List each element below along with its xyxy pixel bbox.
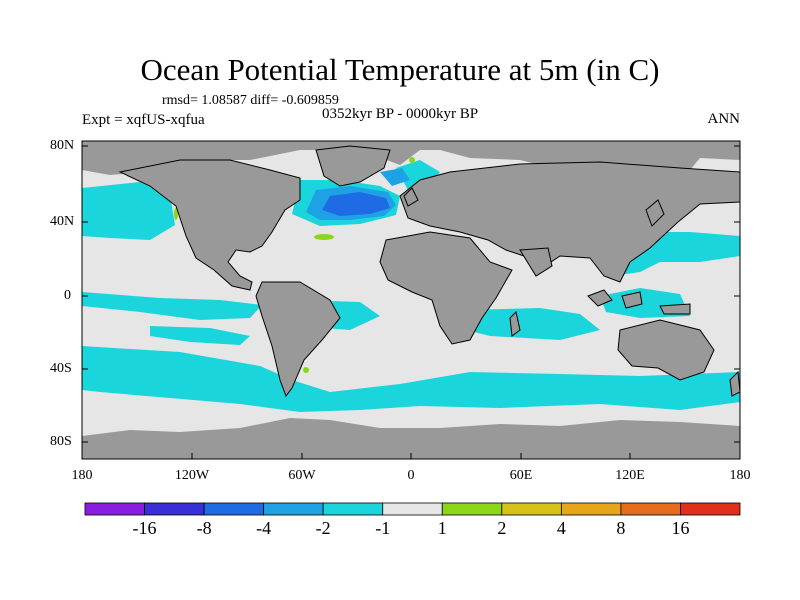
colorbar-label: -2 — [315, 518, 331, 538]
colorbar-swatch — [501, 502, 562, 516]
land-japan — [645, 199, 665, 227]
anomaly-south-pacific-band — [150, 326, 250, 345]
colorbar-swatch — [84, 502, 145, 516]
colorbar-swatch — [203, 502, 265, 516]
x-label-120e: 120E — [615, 468, 645, 483]
anomaly-minus4-minus8 — [322, 192, 390, 216]
colorbar-label: -4 — [256, 518, 272, 538]
colorbar-swatch — [382, 502, 443, 516]
y-label-80s: 80S — [50, 434, 72, 449]
land-uk — [403, 187, 419, 207]
land-sumatra — [587, 289, 613, 307]
x-label-60w: 60W — [288, 468, 316, 483]
colorbar-swatch — [263, 502, 324, 516]
colorbar-swatch — [144, 502, 205, 516]
stats-text: rmsd= 1.08587 diff= -0.609859 — [162, 93, 339, 108]
axis-ticks — [82, 145, 740, 459]
land-new-guinea — [659, 303, 691, 315]
land-borneo — [621, 291, 643, 309]
colorbar-label: -8 — [196, 518, 212, 538]
anomaly-west-pacific — [596, 232, 740, 276]
anomaly-eq-east-pacific — [82, 292, 262, 320]
colorbar-swatch — [620, 502, 681, 516]
experiment-label: Expt = xqfUS-xqfua — [82, 112, 205, 128]
colorbar-swatch — [322, 502, 384, 516]
colorbar-label: 2 — [497, 518, 507, 538]
colorbar-label: 8 — [616, 518, 626, 538]
colorbar-label: 4 — [556, 518, 566, 538]
anomaly-north-atlantic-cold — [306, 168, 410, 220]
y-label-80n: 80N — [50, 138, 75, 153]
x-label-60e: 60E — [509, 468, 533, 483]
colorbar-swatch — [441, 502, 503, 516]
anomaly-southern-ocean — [82, 346, 740, 412]
colorbar-label: -1 — [375, 518, 391, 538]
map-title: Ocean Potential Temperature at 5m (in C) — [140, 52, 660, 87]
land-north-america — [118, 159, 301, 291]
continents — [118, 145, 740, 398]
anomaly-arctic-warm — [409, 157, 415, 163]
colorbar-swatch — [560, 502, 622, 516]
anomaly-greenland-sea — [380, 168, 410, 186]
land-antarctica — [82, 418, 740, 459]
map-plot-area — [82, 141, 740, 459]
land-new-zealand — [729, 370, 740, 397]
anomaly-pacific-warm — [174, 208, 178, 220]
land-africa — [379, 231, 513, 345]
land-south-america — [255, 281, 341, 398]
y-label-0: 0 — [64, 288, 71, 303]
anomaly-north-pacific — [82, 182, 175, 240]
y-label-40n: 40N — [50, 214, 75, 229]
anomaly-south-america-warm — [303, 367, 309, 373]
colorbar-label: 16 — [671, 518, 690, 538]
land-madagascar — [509, 311, 521, 337]
x-label-180-left: 180 — [71, 468, 93, 483]
period-label: 0352kyr BP - 0000kyr BP — [322, 106, 479, 122]
x-label-180-right: 180 — [729, 468, 751, 483]
land-eurasia — [399, 161, 740, 283]
y-label-40s: 40S — [50, 361, 72, 376]
land-arabia — [519, 247, 553, 277]
anomaly-indian-ocean — [466, 308, 600, 340]
season-label: ANN — [707, 111, 741, 127]
colorbar-swatch — [680, 502, 741, 516]
colorbar-label: -16 — [132, 518, 157, 538]
land-australia — [617, 319, 715, 381]
land-greenland — [315, 145, 391, 187]
colorbar — [84, 502, 741, 516]
colorbar-label: 1 — [437, 518, 447, 538]
anomaly-atlantic-warm — [314, 234, 334, 240]
x-label-120w: 120W — [174, 468, 210, 483]
x-label-0: 0 — [407, 468, 415, 483]
